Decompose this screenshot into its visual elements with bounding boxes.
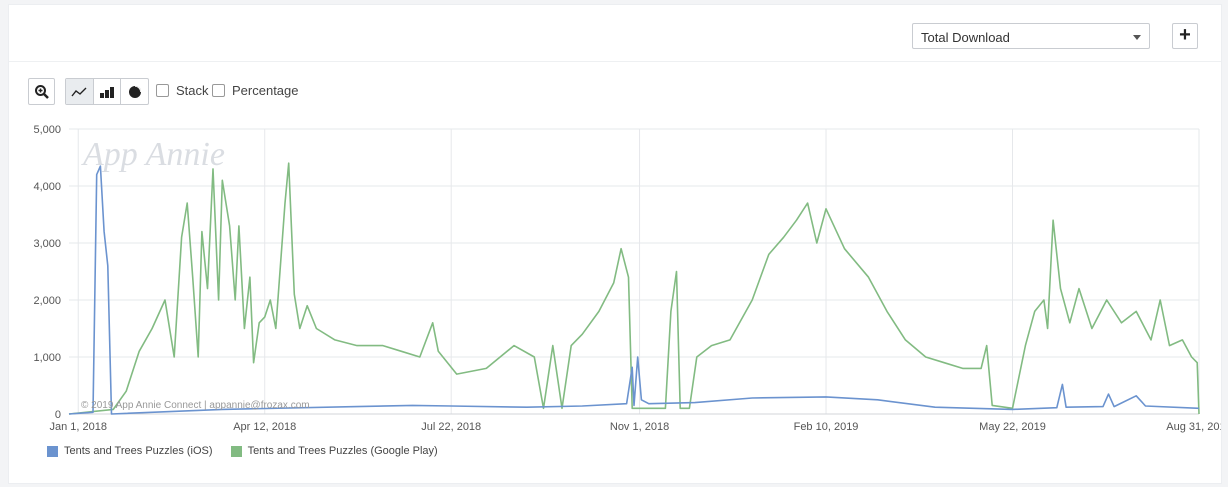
metric-select-value: Total Download <box>921 30 1010 45</box>
line-chart-button[interactable] <box>66 79 94 104</box>
pie-chart-button[interactable] <box>121 79 148 104</box>
grid-lines <box>69 128 1200 415</box>
bar-chart-button[interactable] <box>94 79 122 104</box>
y-tick-label: 2,000 <box>33 295 61 307</box>
legend-label-google-play: Tents and Trees Puzzles (Google Play) <box>247 445 438 457</box>
percentage-checkbox[interactable] <box>212 84 225 97</box>
download-line-chart: App Annie © 2019 App Annie Connect | app… <box>33 124 1221 433</box>
stack-checkbox[interactable] <box>156 84 169 97</box>
x-tick-label: Feb 10, 2019 <box>794 421 859 433</box>
legend-item-ios[interactable]: Tents and Trees Puzzles (iOS) <box>47 445 213 457</box>
line-chart-icon <box>71 87 87 96</box>
x-tick-label: Nov 1, 2018 <box>610 421 669 433</box>
y-tick-label: 5,000 <box>33 124 61 136</box>
legend-item-google-play[interactable]: Tents and Trees Puzzles (Google Play) <box>230 445 438 457</box>
x-tick-label: Jan 1, 2018 <box>49 421 107 433</box>
copyright-text: © 2019 App Annie Connect | appannie@froz… <box>81 400 310 411</box>
percentage-label: Percentage <box>232 83 299 98</box>
x-tick-label: Jul 22, 2018 <box>421 421 481 433</box>
axis-labels: 0 1,000 2,000 3,000 4,000 5,000 Jan 1, 2018 Apr… <box>33 124 1221 433</box>
pie-chart-icon <box>128 85 141 98</box>
y-tick-label: 3,000 <box>33 238 61 250</box>
bar-chart-icon <box>100 86 114 98</box>
google-play-series-line[interactable] <box>68 162 1200 415</box>
x-tick-label: Apr 12, 2018 <box>233 421 296 433</box>
ios-series-line[interactable] <box>68 165 1200 415</box>
stack-toggle[interactable]: Stack <box>156 83 209 98</box>
x-tick-label: Aug 31, 2019 <box>1166 421 1221 433</box>
chart-panel: Total Download + <box>8 4 1222 484</box>
app-annie-watermark: App Annie <box>81 136 225 173</box>
metric-select[interactable]: Total Download <box>912 23 1150 49</box>
legend-label-ios: Tents and Trees Puzzles (iOS) <box>64 445 213 457</box>
chart-type-selector <box>65 78 149 105</box>
legend-swatch-ios <box>47 445 58 457</box>
legend-swatch-google-play <box>230 445 242 457</box>
stack-label: Stack <box>176 83 209 98</box>
chevron-down-icon <box>1133 35 1141 40</box>
add-button[interactable]: + <box>1172 23 1198 49</box>
x-tick-label: May 22, 2019 <box>979 421 1046 433</box>
chart-legend: Tents and Trees Puzzles (iOS) Tents and … <box>47 445 456 457</box>
y-tick-label: 4,000 <box>33 181 61 193</box>
y-tick-label: 1,000 <box>33 352 61 364</box>
zoom-in-icon <box>34 84 49 99</box>
percentage-toggle[interactable]: Percentage <box>212 83 299 98</box>
series-layer <box>68 162 1200 415</box>
chart-toolbar: Total Download + <box>9 5 1221 62</box>
y-tick-label: 0 <box>55 409 61 421</box>
zoom-button[interactable] <box>28 78 55 105</box>
